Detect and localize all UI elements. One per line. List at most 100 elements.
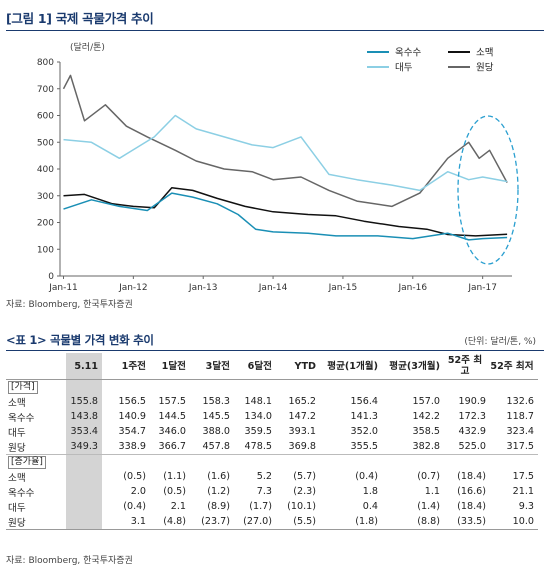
table-cell: (0.4) [123, 501, 146, 512]
section-label: [증가율] [8, 455, 46, 469]
table-cell: (8.9) [207, 501, 230, 512]
table-cell: (5.5) [276, 514, 320, 530]
series-line-2 [63, 114, 508, 192]
table-row: 소맥 155.8 156.5 157.5 158.3 148.1 165.2 156.4 157… [6, 394, 538, 409]
table-cell: (0.7) [417, 471, 440, 482]
y-tick-label: 0 [48, 272, 54, 282]
x-tick-label: Jan-11 [48, 283, 78, 293]
empty-cell [320, 380, 382, 395]
table-cell: (33.5) [444, 514, 490, 530]
table-cell: 144.5 [158, 411, 186, 422]
table-cell: 17.5 [512, 471, 534, 482]
table-cell: (1.6) [207, 471, 230, 482]
column-header: 평균(3개월) [382, 353, 444, 380]
figure-title-rule [6, 30, 544, 31]
y-tick-label: 400 [37, 165, 54, 175]
table-source: 자료: Bloomberg, 한국투자증권 [6, 556, 133, 566]
column-header: 3달전 [190, 353, 234, 380]
empty-cell [150, 380, 190, 395]
table-cell: 143.8 [66, 409, 102, 424]
column-header: 6달전 [234, 353, 276, 380]
table-cell [66, 499, 102, 514]
table-cell: 7.3 [256, 486, 272, 497]
table-cell: 165.2 [288, 396, 316, 407]
empty-cell [320, 455, 382, 470]
table-cell: (18.4) [457, 501, 486, 512]
table-cell: (23.7) [190, 514, 234, 530]
table-cell: (27.0) [234, 514, 276, 530]
table-cell: 352.0 [350, 426, 378, 437]
row-label: 옥수수 [8, 487, 35, 499]
empty-cell [102, 380, 150, 395]
table-cell: 134.0 [244, 411, 272, 422]
empty-cell [382, 455, 444, 470]
table-cell: 156.4 [350, 396, 378, 407]
table-cell: (5.7) [293, 471, 316, 482]
table-row: 원당 3.1 (4.8) (23.7) (27.0) (5.5) (1.8) (8.8) (33… [6, 514, 538, 530]
table-cell: 155.8 [66, 394, 102, 409]
table-cell: 3.1 [102, 514, 150, 530]
table-cell [66, 514, 102, 530]
table-cell: 2.0 [130, 486, 146, 497]
empty-cell [490, 380, 538, 395]
y-tick-label: 600 [37, 112, 54, 122]
table-cell: 140.9 [118, 411, 146, 422]
row-label: 대두 [8, 502, 26, 514]
section-row: [증가율] [6, 454, 538, 470]
empty-cell [190, 380, 234, 395]
x-tick-label: Jan-17 [467, 283, 497, 293]
table-cell: (2.3) [293, 486, 316, 497]
table-cell: 393.1 [288, 426, 316, 437]
legend-label: 원당 [476, 63, 494, 74]
table-row: 대두 353.4 354.7 346.0 388.0 359.5 393.1 352.0 358… [6, 424, 538, 439]
table-cell: 317.5 [490, 439, 538, 455]
table-header-row: 5.11 1주전 1달전 3달전 6달전 YTD 평균(1개월) 평균(3개월) 52주 최고 5… [6, 353, 538, 380]
table-cell: 338.9 [102, 439, 150, 455]
section-label: [가격] [8, 380, 38, 394]
y-tick-label: 300 [37, 192, 54, 202]
table-cell: (18.4) [457, 471, 486, 482]
table-unit: (단위: 달러/톤, %) [464, 337, 536, 347]
table-row: 원당 349.3 338.9 366.7 457.8 478.5 369.8 355.5 382… [6, 439, 538, 455]
table-cell: 525.0 [444, 439, 490, 455]
table-row: 옥수수 2.0 (0.5) (1.2) 7.3 (2.3) 1.8 1.1 (16.6) 21.1 [6, 484, 538, 499]
table-cell: 157.0 [412, 396, 440, 407]
table-cell: 156.5 [118, 396, 146, 407]
table-cell: 323.4 [506, 426, 534, 437]
table-row: 대두 (0.4) 2.1 (8.9) (1.7) (10.1) 0.4 (1.4) (18.4)… [6, 499, 538, 514]
table-cell: (1.2) [207, 486, 230, 497]
column-header: 5.11 [66, 353, 102, 380]
column-header: 평균(1개월) [320, 353, 382, 380]
table-cell: 0.4 [362, 501, 378, 512]
table-row: 옥수수 143.8 140.9 144.5 145.5 134.0 147.2 141.3 14… [6, 409, 538, 424]
table-cell: 366.7 [150, 439, 190, 455]
column-header: 1달전 [150, 353, 190, 380]
legend-label: 대두 [395, 63, 413, 74]
row-label: 원당 [6, 514, 66, 530]
table-cell: (1.1) [163, 471, 186, 482]
highlight-ellipse [457, 115, 519, 265]
empty-cell [234, 455, 276, 470]
table-cell: 147.2 [288, 411, 316, 422]
table-cell: 457.8 [190, 439, 234, 455]
table-cell: 141.3 [350, 411, 378, 422]
y-tick-label: 200 [37, 219, 54, 229]
x-tick-label: Jan-16 [398, 283, 428, 293]
table-cell: 145.5 [202, 411, 230, 422]
table-cell: 353.4 [66, 424, 102, 439]
section-label-cell: [가격] [6, 380, 66, 395]
y-tick-label: 500 [37, 138, 54, 148]
table-cell: (0.5) [163, 486, 186, 497]
y-tick-label: 800 [37, 58, 54, 68]
table-cell: (1.4) [417, 501, 440, 512]
table-cell: 369.8 [276, 439, 320, 455]
price-line-chart: 0 100 200 300 400 500 600 700 800 Jan-11 Jan-12 Jan… [37, 48, 519, 293]
series-line-3 [62, 74, 508, 208]
x-tick-label: Jan-12 [118, 283, 148, 293]
table-cell: 190.9 [458, 396, 486, 407]
table-cell: 388.0 [202, 426, 230, 437]
column-header [6, 353, 66, 380]
table-row: 소맥 (0.5) (1.1) (1.6) 5.2 (5.7) (0.4) (0.7) (18.4… [6, 469, 538, 484]
row-label: 소맥 [8, 472, 26, 484]
